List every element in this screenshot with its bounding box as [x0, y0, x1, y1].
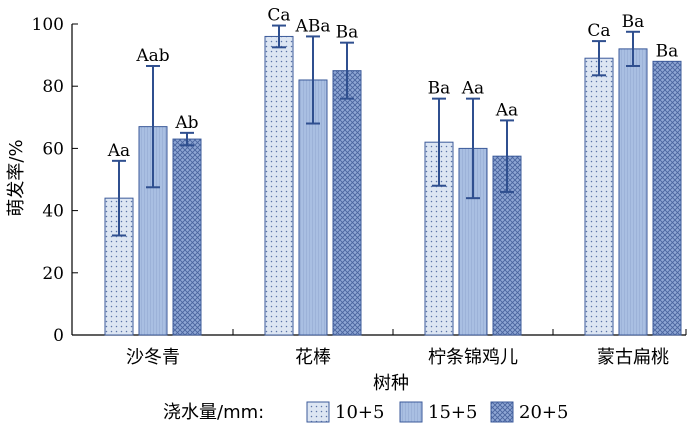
- bar-10plus5: [264, 35, 294, 336]
- legend-title: 浇水量/mm:: [163, 402, 264, 423]
- x-category-label: 沙冬青: [126, 347, 180, 368]
- y-tick-label: 20: [42, 264, 64, 284]
- x-category-label: 蒙古扁桃: [597, 347, 669, 368]
- significance-label: Ca: [587, 21, 610, 41]
- y-ticks-layer: 0 20 40 60 80 100: [32, 15, 78, 346]
- significance-label: Ca: [267, 6, 290, 26]
- bar-20plus5: [652, 60, 682, 336]
- bar-20plus5: [172, 138, 202, 336]
- y-axis-title: 萌发率/%: [6, 139, 27, 216]
- legend-label: 15+5: [428, 402, 477, 423]
- y-tick-label: 60: [42, 139, 64, 159]
- legend-label: 10+5: [335, 402, 384, 423]
- x-category-label: 柠条锦鸡儿: [428, 347, 518, 368]
- bar-10plus5: [584, 57, 614, 336]
- significance-label: Aa: [107, 141, 130, 161]
- bar-20plus5: [332, 70, 362, 336]
- legend: 浇水量/mm: 10+5 15+5 20+5: [163, 401, 568, 423]
- significance-label: Ba: [336, 23, 359, 43]
- legend-swatch: [399, 401, 423, 423]
- error-bars-layer: [112, 24, 640, 237]
- y-tick-label: 100: [32, 15, 64, 35]
- significance-label: Ba: [428, 79, 451, 99]
- significance-label: ABa: [295, 16, 331, 36]
- x-category-label: 花棒: [295, 347, 331, 368]
- significance-label: Ba: [656, 41, 679, 61]
- significance-label: Ba: [622, 12, 645, 32]
- x-axis-title: 树种: [373, 373, 409, 394]
- legend-swatch: [306, 401, 330, 423]
- legend-label: 20+5: [519, 402, 568, 423]
- x-categories-layer: 沙冬青 花棒 柠条锦鸡儿 蒙古扁桃: [126, 347, 669, 368]
- significance-label: Aa: [461, 79, 484, 99]
- legend-swatch: [490, 401, 514, 423]
- y-tick-label: 0: [53, 326, 64, 346]
- significance-label: Aab: [135, 46, 169, 66]
- significance-label: Ab: [174, 113, 198, 133]
- y-tick-label: 80: [42, 77, 64, 97]
- significance-label: Aa: [495, 100, 518, 120]
- bars-layer: [104, 35, 682, 336]
- y-tick-label: 40: [42, 202, 64, 222]
- bar-15plus5: [618, 48, 648, 336]
